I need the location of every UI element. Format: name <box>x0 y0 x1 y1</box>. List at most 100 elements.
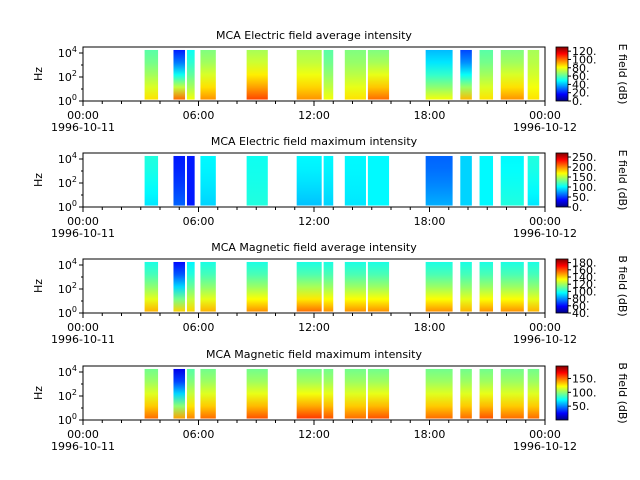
data-segment <box>344 368 366 419</box>
colorbar-tick-label: 150. <box>572 372 597 385</box>
x-tick-label: 00:00 <box>67 321 99 334</box>
data-segment <box>323 368 334 419</box>
data-segment <box>479 49 494 100</box>
colorbar-tick-label: 160. <box>572 264 597 277</box>
y-tick-label: 104 <box>58 364 77 379</box>
panel-4: MCA Magnetic field maximum intensity 100 1… <box>32 348 629 453</box>
data-segment <box>479 368 494 419</box>
x-tick-label: 06:00 <box>183 215 215 228</box>
data-segment <box>246 49 268 100</box>
panel-2: MCA Electric field maximum intensity 100 1… <box>32 135 629 240</box>
data-segment <box>344 155 366 206</box>
x-tick-date-label: 1996-10-12 <box>513 227 577 240</box>
y-tick-label: 104 <box>58 257 77 272</box>
data-segment <box>460 49 472 100</box>
x-tick-date-label: 1996-10-11 <box>51 121 115 134</box>
data-segment <box>144 261 159 312</box>
data-segment <box>425 155 453 206</box>
colorbar-tick-label: 100. <box>572 285 597 298</box>
colorbar-label: B field (dB) <box>616 362 629 423</box>
x-tick-label: 00:00 <box>67 428 99 441</box>
colorbar <box>555 365 569 421</box>
data-segment <box>500 49 524 100</box>
colorbar-tick-label: 140. <box>572 271 597 284</box>
x-tick-label: 18:00 <box>414 109 446 122</box>
data-segment <box>460 155 472 206</box>
colorbar <box>555 152 569 208</box>
data-segment <box>173 368 186 419</box>
panel-title: MCA Magnetic field average intensity <box>211 241 417 254</box>
colorbar-tick-label: 200. <box>572 161 597 174</box>
colorbar-tick-label: 80. <box>572 62 590 75</box>
x-tick-label: 12:00 <box>298 321 330 334</box>
x-tick-label: 12:00 <box>298 215 330 228</box>
colorbar-label: E field (dB) <box>616 150 629 211</box>
data-segment <box>144 368 159 419</box>
data-segment <box>425 49 453 100</box>
y-axis-label: Hz <box>32 279 45 293</box>
x-tick-label: 00:00 <box>67 215 99 228</box>
colorbar-tick-label: 180. <box>572 257 597 270</box>
x-tick-label: 18:00 <box>414 428 446 441</box>
data-segment <box>527 368 540 419</box>
x-tick-label: 06:00 <box>183 321 215 334</box>
x-tick-label: 00:00 <box>529 215 561 228</box>
data-segment <box>479 261 494 312</box>
x-tick-label: 12:00 <box>298 109 330 122</box>
x-tick-label: 00:00 <box>67 109 99 122</box>
colorbar-tick-label: 20. <box>572 87 590 100</box>
colorbar-tick-label: 100. <box>572 386 597 399</box>
panel-3: MCA Magnetic field average intensity 100 1… <box>32 241 629 346</box>
data-segment <box>527 155 540 206</box>
x-tick-label: 00:00 <box>529 428 561 441</box>
data-segment <box>425 261 453 312</box>
colorbar-tick-label: 150. <box>572 171 597 184</box>
x-tick-label: 12:00 <box>298 428 330 441</box>
colorbar <box>555 46 569 102</box>
y-axis-label: Hz <box>32 386 45 400</box>
data-segment <box>344 49 366 100</box>
data-segment <box>500 261 524 312</box>
colorbar-label: E field (dB) <box>616 44 629 105</box>
data-segment <box>246 261 268 312</box>
panel-title: MCA Electric field average intensity <box>216 29 412 42</box>
y-tick-label: 104 <box>58 151 77 166</box>
y-tick-label: 100 <box>58 305 77 320</box>
data-segment <box>144 49 159 100</box>
colorbar-tick-label: 40. <box>572 307 590 320</box>
colorbar-tick-label: 40. <box>572 78 590 91</box>
colorbar-tick-label: 0. <box>572 95 583 108</box>
y-axis-label: Hz <box>32 173 45 187</box>
data-segment <box>186 155 195 206</box>
colorbar-tick-label: 0. <box>572 201 583 214</box>
colorbar-tick-label: 120. <box>572 278 597 291</box>
x-tick-date-label: 1996-10-11 <box>51 227 115 240</box>
data-segment <box>173 49 186 100</box>
y-tick-label: 102 <box>58 388 77 403</box>
x-tick-date-label: 1996-10-12 <box>513 121 577 134</box>
colorbar-tick-label: 60. <box>572 70 590 83</box>
data-segment <box>323 49 334 100</box>
data-segment <box>296 261 322 312</box>
data-segment <box>246 155 268 206</box>
data-segment <box>246 368 268 419</box>
data-segment <box>296 155 322 206</box>
data-segment <box>323 261 334 312</box>
x-tick-label: 00:00 <box>529 109 561 122</box>
y-tick-label: 102 <box>58 281 77 296</box>
x-tick-date-label: 1996-10-12 <box>513 440 577 453</box>
data-segment <box>296 368 322 419</box>
data-segment <box>460 261 472 312</box>
data-segment <box>344 261 366 312</box>
data-segment <box>500 368 524 419</box>
data-segment <box>144 155 159 206</box>
y-tick-label: 100 <box>58 412 77 427</box>
data-segment <box>500 155 524 206</box>
x-tick-date-label: 1996-10-11 <box>51 440 115 453</box>
data-segment <box>186 49 195 100</box>
data-segment <box>527 49 540 100</box>
data-segment <box>186 368 195 419</box>
x-tick-label: 18:00 <box>414 321 446 334</box>
colorbar <box>555 258 569 314</box>
